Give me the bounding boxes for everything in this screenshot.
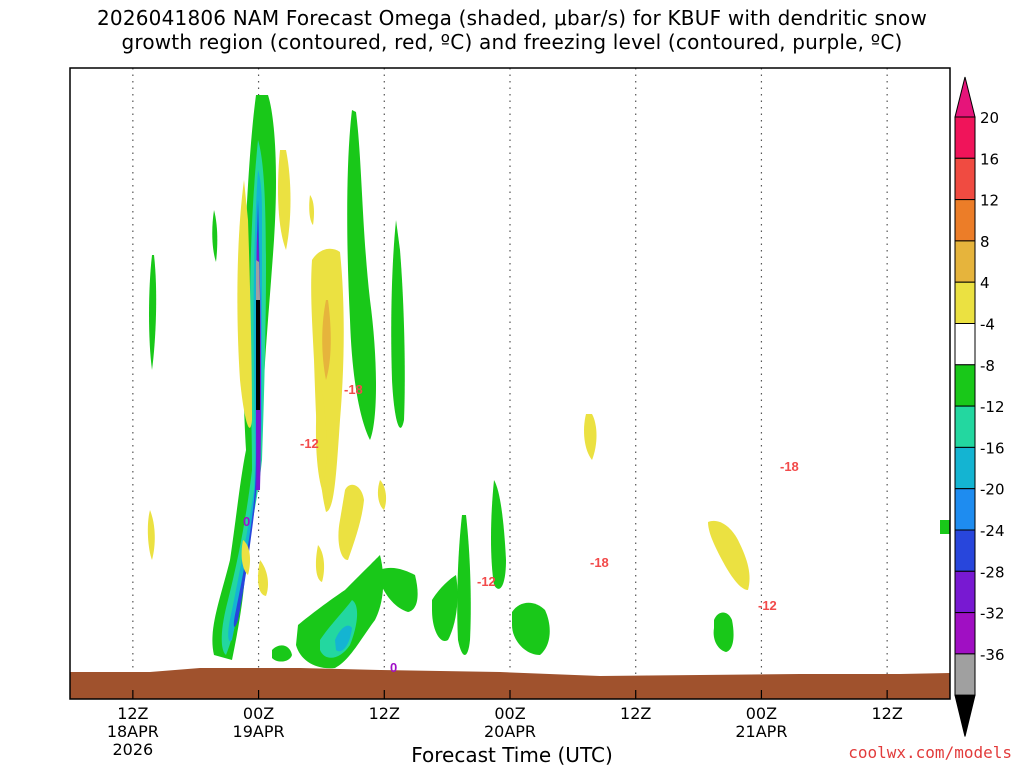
colorbar-bottom-arrow bbox=[954, 694, 976, 737]
contour-labels: -18 -12 -18 -12 -18 -12 0 0 bbox=[243, 382, 799, 675]
colorbar-swatch-10 bbox=[954, 529, 976, 572]
x-tick-sublabel-1-0: 19APR bbox=[233, 722, 285, 741]
x-tick-sublabel-0-0: 18APR bbox=[107, 722, 159, 741]
colorbar-label-2: 12 bbox=[980, 192, 999, 210]
x-axis-title: Forecast Time (UTC) bbox=[411, 743, 613, 767]
omega-green-narrow-left bbox=[149, 255, 157, 370]
colorbar-swatch-4 bbox=[954, 281, 976, 325]
plot-frame bbox=[69, 67, 951, 700]
omega-yellow-big bbox=[311, 248, 344, 512]
contour-label-2: -12 bbox=[300, 436, 319, 451]
omega-cyan-low-cluster bbox=[335, 625, 352, 652]
omega-green-low-520 bbox=[512, 602, 550, 655]
colorbar-swatch-6 bbox=[954, 364, 976, 407]
colorbar-label-4: 4 bbox=[980, 274, 990, 292]
contour-label-1: -18 bbox=[344, 382, 363, 397]
omega-green-small-left bbox=[212, 210, 218, 262]
omega-green-tower-3 bbox=[391, 220, 405, 428]
omega-yellow-e bbox=[147, 510, 155, 560]
omega-gray-core bbox=[256, 260, 260, 300]
colorbar-swatch-5 bbox=[954, 323, 976, 366]
colorbar-label-11: -28 bbox=[980, 563, 1005, 581]
colorbar-label-9: -20 bbox=[980, 481, 1005, 499]
omega-yellow-left-of-column bbox=[237, 180, 252, 428]
omega-green-low-cluster bbox=[296, 555, 384, 669]
omega-green-col-460 bbox=[457, 515, 471, 655]
colorbar-label-1: 16 bbox=[980, 150, 999, 168]
colorbar-swatch-9 bbox=[954, 488, 976, 531]
omega-yellow-mid-col bbox=[315, 390, 327, 490]
omega-green-low-cluster-b bbox=[380, 567, 418, 612]
colorbar-swatch-7 bbox=[954, 405, 976, 448]
omega-yellow-right-of-column bbox=[278, 150, 291, 250]
omega-yellow-b bbox=[377, 480, 387, 510]
colorbar-swatch-0 bbox=[954, 116, 976, 159]
omega-green-col-497 bbox=[491, 480, 506, 589]
omega-yellow-d bbox=[258, 560, 268, 596]
omega-yellow-a bbox=[338, 484, 364, 560]
chart-title: 2026041806 NAM Forecast Omega (shaded, μ… bbox=[96, 6, 928, 54]
contour-label-3: -18 bbox=[590, 555, 609, 570]
omega-green-low-720 bbox=[713, 612, 734, 652]
colorbar-swatch-3 bbox=[954, 240, 976, 283]
omega-orange-inside-big bbox=[322, 300, 331, 380]
colorbar-swatch-8 bbox=[954, 446, 976, 490]
colorbar-swatch-13 bbox=[954, 653, 976, 696]
colorbar-label-10: -24 bbox=[980, 522, 1005, 540]
omega-yellow-h bbox=[241, 540, 251, 575]
contour-label-5: -18 bbox=[780, 459, 799, 474]
omega-black-core bbox=[256, 300, 260, 410]
x-tick-sublabel-3-0: 20APR bbox=[484, 722, 536, 741]
colorbar-label-3: 8 bbox=[980, 233, 990, 251]
omega-green-low-cluster-c bbox=[432, 575, 458, 641]
credit-text: coolwx.com/models bbox=[848, 743, 1012, 762]
colorbar-swatch-1 bbox=[954, 157, 976, 201]
omega-yellow-g bbox=[708, 520, 750, 590]
contour-label-6: -12 bbox=[758, 598, 777, 613]
colorbar-label-5: -4 bbox=[980, 316, 995, 334]
colorbar-swatch-12 bbox=[954, 612, 976, 655]
omega-green-edge-right bbox=[940, 520, 950, 534]
colorbar-label-7: -12 bbox=[980, 398, 1005, 416]
grid-lines bbox=[132, 68, 888, 699]
colorbar-top-arrow bbox=[954, 76, 976, 118]
colorbar-label-6: -8 bbox=[980, 357, 995, 375]
x-tick-label-0: 12Z bbox=[117, 704, 148, 723]
colorbar-label-12: -32 bbox=[980, 605, 1005, 623]
x-tick-label-3: 00Z bbox=[494, 704, 525, 723]
contour-label-4: -12 bbox=[477, 574, 496, 589]
omega-yellow-c bbox=[315, 545, 325, 582]
x-tick-label-6: 12Z bbox=[871, 704, 902, 723]
x-tick-label-4: 12Z bbox=[620, 704, 651, 723]
omega-shading bbox=[147, 95, 950, 669]
omega-green-tower-2 bbox=[347, 110, 376, 440]
omega-green-bottom-left bbox=[272, 645, 292, 662]
omega-yellow-small-top bbox=[309, 195, 314, 225]
x-tick-sublabel-0-1: 2026 bbox=[112, 740, 153, 759]
x-tick-sublabel-5-0: 21APR bbox=[735, 722, 787, 741]
colorbar-label-13: -36 bbox=[980, 646, 1005, 664]
colorbar-label-0: 20 bbox=[980, 109, 999, 127]
x-tick-label-1: 00Z bbox=[243, 704, 274, 723]
colorbar-swatch-11 bbox=[954, 570, 976, 614]
colorbar-label-8: -16 bbox=[980, 439, 1005, 457]
x-tick-label-5: 00Z bbox=[746, 704, 777, 723]
omega-yellow-f bbox=[584, 414, 597, 460]
colorbar: 20 16 12 8 4 -4 -8 -12 -16 -20 -24 -28 -32 -36 bbox=[954, 76, 1005, 737]
contour-label-7: 0 bbox=[243, 514, 250, 529]
x-tick-label-2: 12Z bbox=[369, 704, 400, 723]
terrain bbox=[70, 668, 950, 699]
contour-label-8: 0 bbox=[390, 660, 397, 675]
colorbar-swatch-2 bbox=[954, 199, 976, 242]
